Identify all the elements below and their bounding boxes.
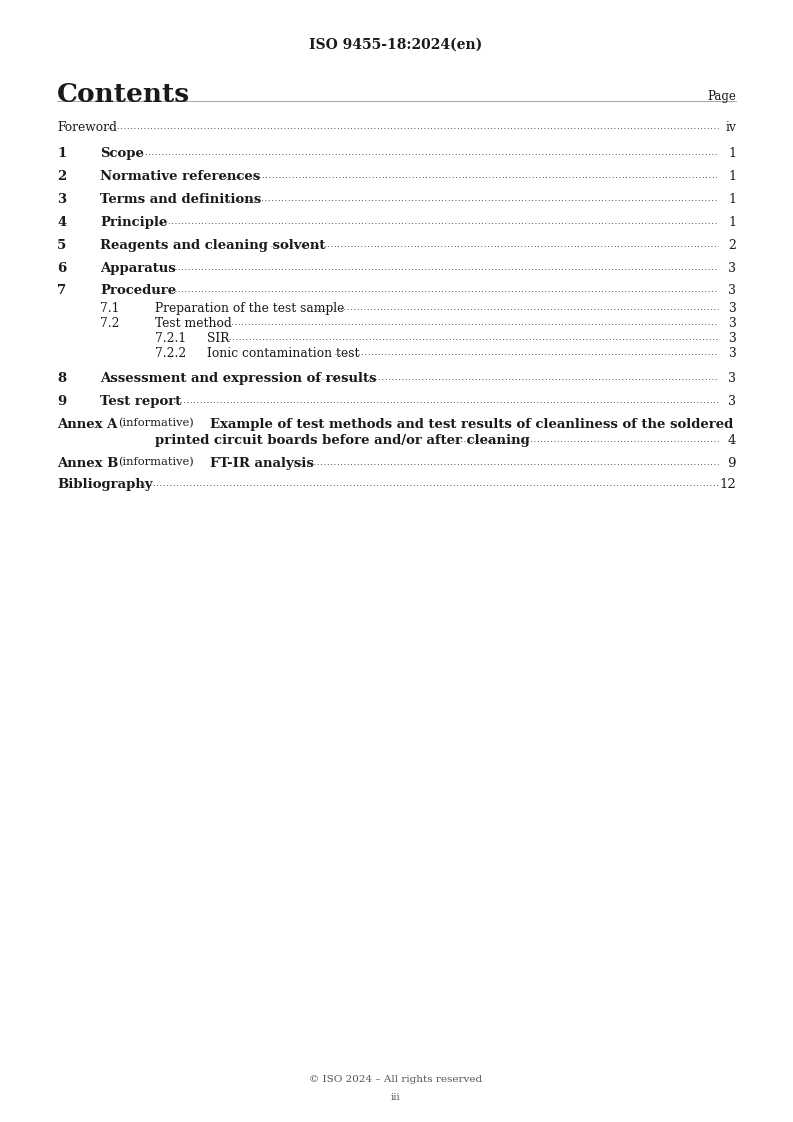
Text: Principle: Principle — [100, 217, 167, 229]
Text: 7.2.1: 7.2.1 — [155, 332, 186, 344]
Text: iv: iv — [725, 121, 736, 134]
Text: 1: 1 — [728, 193, 736, 206]
Text: Procedure: Procedure — [100, 284, 176, 297]
Text: 5: 5 — [57, 239, 67, 252]
Text: 3: 3 — [57, 193, 66, 206]
Text: 3: 3 — [728, 318, 736, 330]
Text: FT-IR analysis: FT-IR analysis — [210, 457, 314, 470]
Text: 3: 3 — [728, 347, 736, 360]
Text: Foreword: Foreword — [57, 121, 117, 134]
Text: 2: 2 — [57, 171, 67, 183]
Text: Terms and definitions: Terms and definitions — [100, 193, 261, 206]
Text: 3: 3 — [728, 373, 736, 385]
Text: Bibliography: Bibliography — [57, 478, 152, 491]
Text: Normative references: Normative references — [100, 171, 260, 183]
Text: 6: 6 — [57, 263, 67, 275]
Text: 7.2.2: 7.2.2 — [155, 347, 186, 360]
Text: Contents: Contents — [57, 82, 190, 107]
Text: 3: 3 — [728, 302, 736, 315]
Text: 1: 1 — [728, 171, 736, 183]
Text: 1: 1 — [728, 217, 736, 229]
Text: Preparation of the test sample: Preparation of the test sample — [155, 302, 344, 315]
Text: (informative): (informative) — [118, 419, 193, 429]
Text: printed circuit boards before and/or after cleaning: printed circuit boards before and/or aft… — [155, 434, 530, 447]
Text: (informative): (informative) — [118, 457, 193, 467]
Text: 2: 2 — [728, 239, 736, 252]
Text: Page: Page — [707, 90, 736, 103]
Text: Test method: Test method — [155, 318, 232, 330]
Text: Ionic contamination test: Ionic contamination test — [207, 347, 359, 360]
Text: 9: 9 — [727, 457, 736, 470]
Text: 3: 3 — [728, 395, 736, 408]
Text: SIR: SIR — [207, 332, 229, 344]
Text: 3: 3 — [728, 263, 736, 275]
Text: 1: 1 — [728, 147, 736, 160]
Text: Example of test methods and test results of cleanliness of the soldered: Example of test methods and test results… — [210, 419, 734, 431]
Text: © ISO 2024 – All rights reserved: © ISO 2024 – All rights reserved — [309, 1075, 483, 1084]
Text: 1: 1 — [57, 147, 67, 160]
Text: Reagents and cleaning solvent: Reagents and cleaning solvent — [100, 239, 325, 252]
Text: 7.2: 7.2 — [100, 318, 120, 330]
Text: 3: 3 — [728, 332, 736, 344]
Text: 4: 4 — [728, 434, 736, 447]
Text: Test report: Test report — [100, 395, 182, 408]
Text: 7.1: 7.1 — [100, 302, 120, 315]
Text: Annex B: Annex B — [57, 457, 118, 470]
Text: Annex A: Annex A — [57, 419, 117, 431]
Text: 9: 9 — [57, 395, 67, 408]
Text: Assessment and expression of results: Assessment and expression of results — [100, 373, 377, 385]
Text: 4: 4 — [57, 217, 67, 229]
Text: 12: 12 — [719, 478, 736, 491]
Text: 8: 8 — [57, 373, 66, 385]
Text: Scope: Scope — [100, 147, 144, 160]
Text: 7: 7 — [57, 284, 66, 297]
Text: Apparatus: Apparatus — [100, 263, 176, 275]
Text: 3: 3 — [728, 284, 736, 297]
Text: ISO 9455-18:2024(en): ISO 9455-18:2024(en) — [309, 38, 483, 52]
Text: iii: iii — [391, 1093, 401, 1102]
